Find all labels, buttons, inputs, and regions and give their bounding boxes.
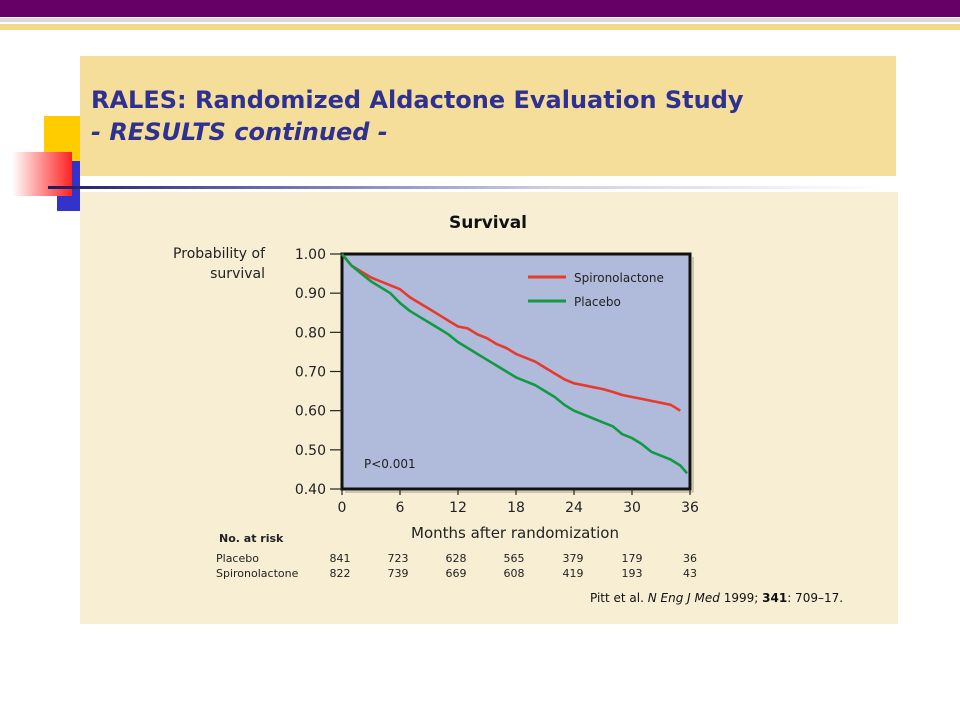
at-risk-row-label: Placebo bbox=[216, 552, 259, 565]
at-risk-value: 739 bbox=[388, 567, 409, 580]
at-risk-value: 419 bbox=[563, 567, 584, 580]
y-tick-label: 0.80 bbox=[295, 325, 326, 341]
x-tick-label: 30 bbox=[623, 500, 641, 516]
x-tick-label: 36 bbox=[681, 500, 699, 516]
top-bar bbox=[0, 0, 960, 17]
at-risk-value: 669 bbox=[446, 567, 467, 580]
series-line-placebo bbox=[340, 253, 689, 475]
survival-chart: Survival Probability of survival 1.00 0.90 0.… bbox=[173, 213, 699, 580]
plot-area bbox=[340, 252, 692, 491]
at-risk-value: 628 bbox=[446, 552, 467, 565]
top-divider-gold bbox=[0, 24, 960, 30]
decorative-red-square bbox=[12, 152, 72, 196]
x-axis-label: Months after randomization bbox=[411, 524, 619, 542]
at-risk-value: 36 bbox=[683, 552, 697, 565]
at-risk-value: 565 bbox=[504, 552, 525, 565]
x-tick-label: 0 bbox=[338, 500, 347, 516]
at-risk-row-label: Spironolactone bbox=[216, 567, 299, 580]
y-tick-label: 0.70 bbox=[295, 365, 326, 381]
citation-year: 1999; bbox=[723, 591, 759, 605]
title-panel bbox=[80, 56, 896, 176]
at-risk-value: 841 bbox=[330, 552, 351, 565]
chart-title: Survival bbox=[449, 213, 527, 233]
y-tick-label: 1.00 bbox=[295, 247, 326, 263]
citation: Pitt et al. N Eng J Med 1999; 341: 709–1… bbox=[590, 591, 843, 605]
chart-panel: Survival Probability of survival 1.00 0.90 0.… bbox=[80, 192, 898, 624]
x-tick-label: 12 bbox=[449, 500, 467, 516]
y-tick-label: 0.50 bbox=[295, 443, 326, 459]
at-risk-value: 822 bbox=[330, 567, 351, 580]
y-tick-label: 0.60 bbox=[295, 404, 326, 420]
legend-label-placebo: Placebo bbox=[574, 295, 621, 309]
x-tick-label: 18 bbox=[507, 500, 525, 516]
y-tick-label: 0.90 bbox=[295, 286, 326, 302]
at-risk-value: 179 bbox=[622, 552, 643, 565]
slide-subtitle: - RESULTS continued - bbox=[91, 118, 388, 146]
x-tick-label: 24 bbox=[565, 500, 583, 516]
at-risk-heading: No. at risk bbox=[219, 532, 284, 545]
at-risk-value: 43 bbox=[683, 567, 697, 580]
slide-title: RALES: Randomized Aldactone Evaluation S… bbox=[91, 86, 744, 114]
at-risk-value: 193 bbox=[622, 567, 643, 580]
citation-volume: 341 bbox=[762, 591, 788, 605]
p-value-annotation: P<0.001 bbox=[364, 457, 416, 471]
y-tick-label: 0.40 bbox=[295, 482, 326, 498]
top-divider-grey bbox=[0, 18, 960, 22]
at-risk-value: 608 bbox=[504, 567, 525, 580]
at-risk-value: 723 bbox=[388, 552, 409, 565]
series-line-spironolactone bbox=[340, 253, 681, 412]
y-axis-label-line1: Probability of bbox=[173, 246, 266, 262]
decorative-divider-line bbox=[48, 186, 888, 189]
citation-journal: N Eng J Med bbox=[647, 591, 720, 605]
citation-pages: : 709–17. bbox=[787, 591, 844, 605]
at-risk-value: 379 bbox=[563, 552, 584, 565]
citation-authors: Pitt et al. bbox=[590, 591, 644, 605]
legend-label-spironolactone: Spironolactone bbox=[574, 271, 664, 285]
y-axis-label-line2: survival bbox=[210, 266, 265, 282]
x-tick-label: 6 bbox=[396, 500, 405, 516]
